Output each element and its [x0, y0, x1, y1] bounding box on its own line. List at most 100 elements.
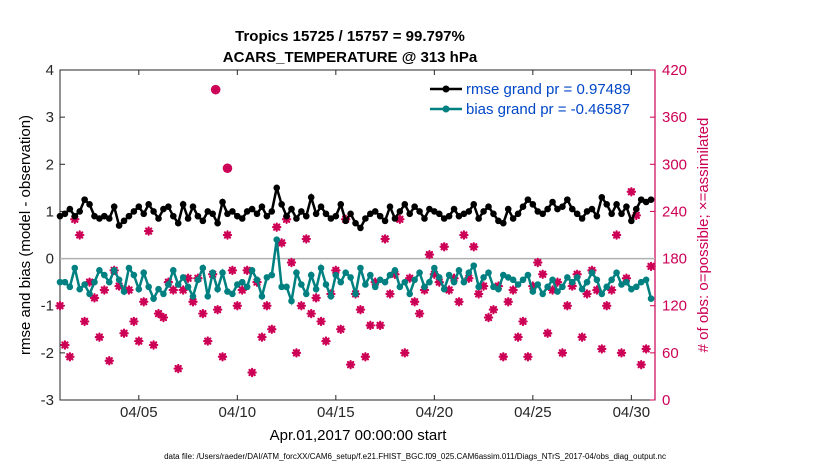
bias-point [302, 290, 310, 298]
obs-assimilated-marker [222, 230, 233, 240]
rmse-point [327, 215, 335, 222]
bias-point [209, 269, 216, 277]
rmse-point [337, 201, 345, 208]
rmse-point [603, 201, 611, 208]
rmse-point [150, 208, 157, 215]
bias-point [573, 274, 581, 281]
obs-star-stroke [406, 274, 414, 282]
obs-assimilated-marker [562, 301, 573, 311]
right-y-axis-label: # of obs: o=possible; ×=assimilated [695, 118, 712, 353]
obs-star-stroke [337, 325, 345, 333]
x-tick-label: 04/15 [317, 404, 355, 421]
obs-star-stroke [381, 235, 389, 243]
obs-assimilated-marker [272, 222, 282, 232]
bias-point [174, 281, 182, 288]
obs-assimilated-marker [257, 332, 267, 342]
obs-star-stroke [401, 349, 409, 357]
rmse-point [549, 198, 556, 206]
obs-assimilated-marker [459, 230, 469, 240]
rmse-point [391, 215, 399, 222]
obs-star-stroke [211, 85, 220, 94]
obs-assimilated-marker [424, 249, 435, 260]
bias-point [234, 281, 241, 288]
rmse-point [460, 210, 468, 218]
obs-star-stroke [514, 333, 522, 341]
x-tick-label: 04/25 [514, 404, 552, 421]
bias-point [618, 281, 625, 288]
obs-assimilated-marker [454, 297, 464, 307]
obs-assimilated-marker [380, 234, 390, 244]
obs-assimilated-marker [222, 163, 233, 173]
bias-point [307, 271, 315, 279]
rmse-point [101, 212, 108, 220]
obs-star-stroke [322, 337, 330, 345]
obs-star-stroke [90, 294, 99, 302]
obs-star-stroke [346, 360, 355, 369]
obs-star-stroke [135, 337, 143, 345]
obs-assimilated-marker [626, 187, 637, 197]
rmse-point [56, 212, 64, 220]
bias-point [179, 274, 187, 281]
bias-point [76, 285, 84, 293]
obs-star-stroke [519, 317, 527, 326]
obs-star-stroke [213, 305, 222, 314]
rmse-point [509, 215, 517, 222]
bias-point [352, 290, 359, 298]
bias-point [583, 278, 591, 286]
axis-ticks [60, 69, 656, 401]
rmse-point [96, 215, 103, 222]
bias-point [268, 271, 276, 279]
obs-star-stroke [179, 286, 187, 294]
bias-point [66, 283, 74, 291]
rmse-point [174, 219, 182, 227]
left-y-tick-label: 3 [46, 109, 54, 126]
bias-point [386, 271, 394, 279]
rmse-point [253, 210, 261, 218]
rmse-point [529, 201, 537, 208]
bias-point [564, 274, 571, 281]
x-tick-labels: 04/05 04/10 04/15 04/20 04/25 04/30 [120, 404, 650, 421]
rmse-point [504, 205, 512, 213]
rmse-point [495, 217, 502, 225]
obs-star-stroke [543, 329, 552, 337]
bias-point [598, 290, 606, 298]
left-y-tick-label: -1 [41, 298, 54, 315]
obs-star-stroke [159, 313, 168, 322]
bias-point [440, 285, 448, 293]
obs-star-stroke [332, 266, 340, 275]
obs-assimilated-marker [104, 356, 114, 366]
rmse-point [435, 210, 443, 218]
obs-star-stroke [489, 305, 498, 314]
obs-star-stroke [410, 298, 419, 306]
x-tick-label: 04/30 [613, 404, 651, 421]
bias-point [165, 281, 172, 288]
bias-point [71, 264, 79, 272]
bias-point [514, 281, 522, 288]
rmse-point [135, 203, 143, 211]
obs-assimilated-marker [247, 367, 257, 378]
obs-star-stroke [366, 321, 374, 330]
right-y-tick-label: 240 [662, 203, 687, 220]
obs-assimilated-marker [577, 332, 587, 342]
obs-star-stroke [558, 349, 567, 357]
obs-assimilated-marker [542, 328, 553, 338]
rmse-point [544, 205, 551, 213]
rmse-point [534, 208, 542, 215]
bias-point [391, 267, 399, 274]
obs-star-stroke [144, 227, 153, 235]
obs-star-stroke [238, 286, 246, 294]
obs-star-stroke [479, 282, 488, 290]
bias-point [480, 274, 487, 281]
obs-star-stroke [396, 215, 404, 223]
rmse-point [347, 210, 354, 218]
rmse-point [120, 217, 128, 225]
obs-assimilated-marker [483, 312, 494, 323]
obs-star-stroke [460, 231, 468, 239]
rmse-point [362, 215, 369, 222]
bias-point [238, 278, 246, 286]
bias-point [554, 288, 561, 295]
right-y-tick-label: 300 [662, 156, 687, 173]
rmse-point [189, 203, 197, 211]
bias-point [495, 285, 502, 293]
